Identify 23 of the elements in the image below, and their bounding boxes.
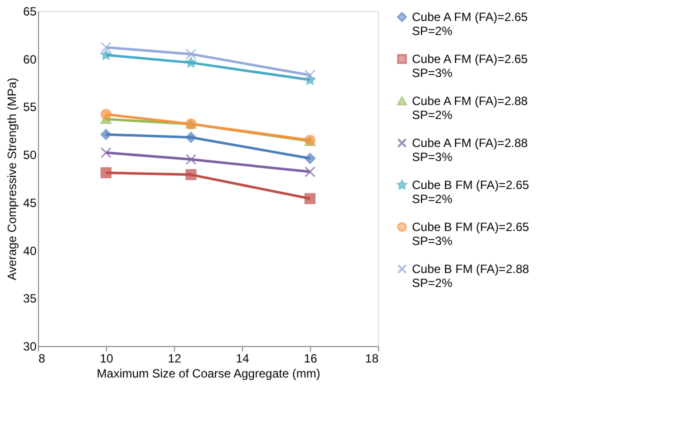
- y-tick-label: 60: [23, 52, 37, 66]
- legend-label: Cube B FM (FA)=2.88 SP=2%: [412, 262, 530, 290]
- legend-label: Cube A FM (FA)=2.88 SP=2%: [412, 94, 528, 122]
- x-axis-title: Maximum Size of Coarse Aggregate (mm): [96, 366, 320, 380]
- y-tick-label: 45: [23, 196, 37, 210]
- y-tick-label: 35: [23, 292, 37, 306]
- y-tick-label: 30: [23, 340, 37, 354]
- legend-label: Cube A FM (FA)=2.65 SP=2%: [412, 10, 528, 38]
- y-tick-label: 50: [23, 148, 37, 162]
- x-tick-label: 14: [236, 352, 250, 366]
- legend-label: Cube B FM (FA)=2.65 SP=3%: [412, 220, 530, 248]
- legend-label: Cube A FM (FA)=2.88 SP=3%: [412, 136, 528, 164]
- x-tick-label: 10: [100, 352, 114, 366]
- x-tick-label: 8: [38, 352, 46, 366]
- y-tick-label: 55: [23, 100, 37, 114]
- x-tick-label: 18: [365, 352, 379, 366]
- legend-label: Cube B FM (FA)=2.65 SP=2%: [412, 178, 530, 206]
- y-axis-title: Average Compressive Strength (MPa): [5, 78, 20, 280]
- legend-label: Cube A FM (FA)=2.65 SP=3%: [412, 52, 528, 80]
- x-tick-label: 16: [304, 352, 318, 366]
- y-tick-label: 40: [23, 244, 37, 258]
- y-tick-label: 65: [23, 4, 37, 18]
- x-tick-label: 12: [168, 352, 182, 366]
